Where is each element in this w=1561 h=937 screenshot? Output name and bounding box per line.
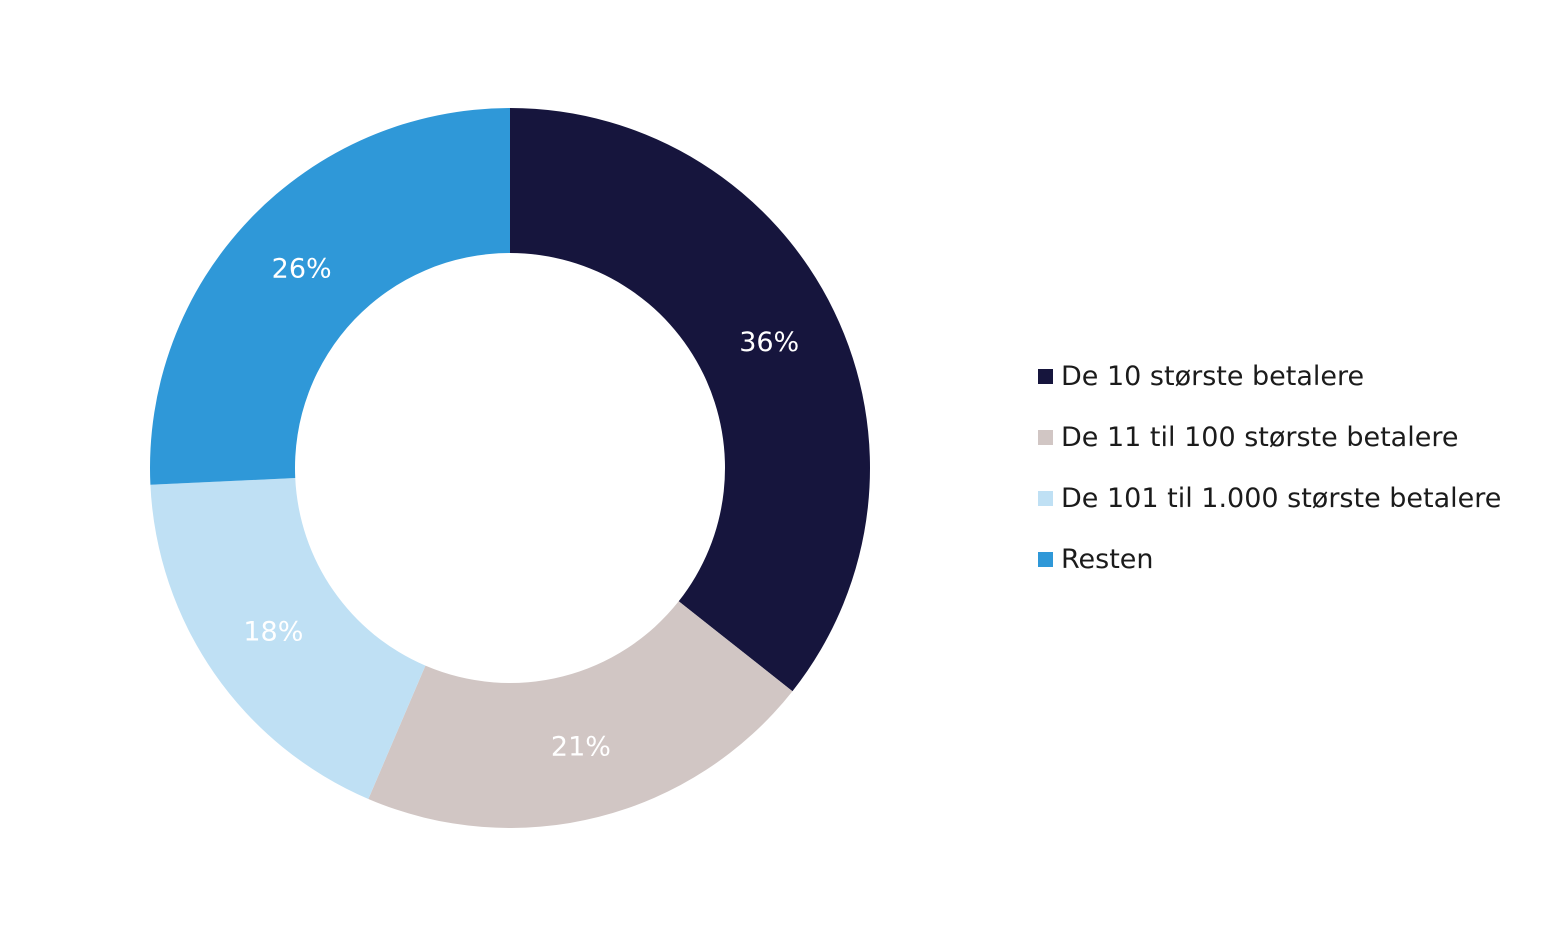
slice-11-to-100: [368, 601, 793, 828]
legend-label: De 101 til 1.000 største betalere: [1061, 482, 1502, 514]
legend-swatch: [1038, 490, 1053, 506]
legend-swatch: [1038, 429, 1053, 445]
data-label: 26%: [272, 254, 332, 285]
legend-item-11-to-100: De 11 til 100 største betalere: [1038, 418, 1501, 456]
legend-label: Resten: [1061, 543, 1154, 575]
slice-top-10: [510, 108, 870, 692]
donut-data-labels: 36% 21% 18% 26%: [243, 254, 799, 763]
donut-slices: [149, 108, 870, 828]
data-label: 21%: [551, 732, 611, 763]
legend-item-top-10: De 10 største betalere: [1038, 357, 1501, 395]
data-label: 18%: [243, 617, 303, 648]
chart-legend: De 10 største betalere De 11 til 100 stø…: [1038, 357, 1501, 601]
slice-101-to-1000: [150, 478, 426, 799]
data-label: 36%: [739, 327, 799, 358]
slice-rest: [149, 108, 510, 485]
legend-item-101-to-1000: De 101 til 1.000 største betalere: [1038, 479, 1501, 517]
legend-label: De 11 til 100 største betalere: [1061, 421, 1459, 453]
legend-swatch: [1038, 368, 1053, 384]
legend-swatch: [1038, 551, 1053, 567]
legend-label: De 10 største betalere: [1061, 360, 1365, 392]
legend-item-rest: Resten: [1038, 540, 1501, 578]
